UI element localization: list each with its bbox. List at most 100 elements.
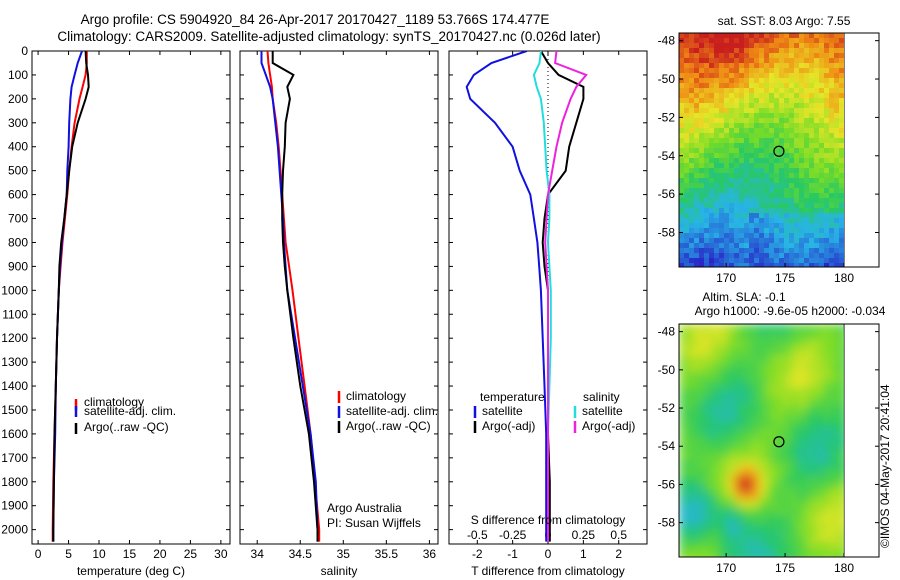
x-tick-label: 5 xyxy=(65,547,72,561)
imos-credit: ©IMOS 04-May-2017 20:41:04 xyxy=(878,384,892,548)
map-lat-label: -56 xyxy=(658,477,676,491)
depth-tick-label: 400 xyxy=(8,140,28,154)
depth-tick-label: 100 xyxy=(8,68,28,82)
map-lon-label: 170 xyxy=(716,561,736,575)
map-lat-label: -50 xyxy=(658,363,676,377)
salinity-legend: climatology satellite-adj. clim. Argo(..… xyxy=(327,389,438,530)
depth-tick-label: 200 xyxy=(8,92,28,106)
sla-map-frame xyxy=(678,323,880,558)
legend-label: Argo(..raw -QC) xyxy=(346,419,431,433)
legend-label: satellite-adj. clim. xyxy=(346,404,438,418)
map-lat-label: -58 xyxy=(658,225,676,239)
map-lat-label: -58 xyxy=(658,516,676,530)
s-diff-tick-label: 0.5 xyxy=(610,528,627,542)
x-tick-label: 34 xyxy=(251,547,265,561)
figure-subtitle: Climatology: CARS2009. Satellite-adjuste… xyxy=(57,29,601,44)
series-line-argo-raw-qc xyxy=(52,51,90,542)
map-lat-label: -48 xyxy=(658,34,676,48)
x-tick-label: -1 xyxy=(507,547,518,561)
depth-tick-label: 600 xyxy=(8,188,28,202)
depth-tick-label: 0 xyxy=(21,44,28,58)
legend-label: satellite xyxy=(482,404,523,418)
depth-tick-label: 1400 xyxy=(1,379,28,393)
argo-float-marker xyxy=(773,145,785,157)
map-lat-label: -56 xyxy=(658,187,676,201)
difference-legend: temperature satellite Argo(-adj) salinit… xyxy=(473,390,635,433)
legend-heading-temperature: temperature xyxy=(480,390,545,404)
sla-map xyxy=(678,323,845,558)
s-diff-tick-label: -0.25 xyxy=(499,528,527,542)
legend-label: Argo(..raw -QC) xyxy=(84,420,169,434)
s-diff-tick-label: -0.5 xyxy=(467,528,488,542)
sla-map-subtitle: Argo h1000: -9.6e-05 h2000: -0.034 xyxy=(695,304,886,318)
map-lat-label: -54 xyxy=(658,149,676,163)
map-lon-label: 180 xyxy=(834,271,854,285)
s-diff-tick-label: 0.25 xyxy=(572,528,596,542)
depth-tick-label: 1200 xyxy=(1,331,28,345)
depth-tick-label: 700 xyxy=(8,212,28,226)
s-difference-axis-label: S difference from climatology xyxy=(471,513,626,527)
legend-label: Argo(-adj) xyxy=(582,419,635,433)
depth-tick-label: 300 xyxy=(8,116,28,130)
float-pi-label: PI: Susan Wijffels xyxy=(327,516,421,530)
sst-map-frame xyxy=(678,32,880,268)
x-tick-label: 15 xyxy=(123,547,137,561)
legend-label: satellite-adj. clim. xyxy=(84,404,176,418)
series-line-salinity-argo-adj xyxy=(544,51,588,542)
map-lat-label: -48 xyxy=(658,325,676,339)
legend-label: Argo(-adj) xyxy=(482,419,535,433)
depth-tick-label: 1100 xyxy=(2,307,28,321)
legend-label: climatology xyxy=(346,389,406,403)
figure-title: Argo profile: CS 5904920_84 26-Apr-2017 … xyxy=(80,12,550,27)
x-tick-label: 1 xyxy=(580,547,587,561)
x-tick-label: 0 xyxy=(545,547,552,561)
sst-map-title: sat. SST: 8.03 Argo: 7.55 xyxy=(718,14,851,28)
map-lon-label: 175 xyxy=(775,271,795,285)
salinity-panel-frame xyxy=(239,50,439,545)
map-lon-label: 170 xyxy=(716,271,736,285)
map-lat-label: -50 xyxy=(658,72,676,86)
legend-label: climatology xyxy=(84,395,144,409)
x-tick-label: 2 xyxy=(615,547,622,561)
x-tick-label: 34.5 xyxy=(289,547,313,561)
map-lon-label: 175 xyxy=(775,561,795,575)
x-tick-label: 36 xyxy=(423,547,437,561)
x-tick-label: 30 xyxy=(214,547,228,561)
depth-tick-label: 800 xyxy=(8,235,28,249)
temperature-axis-label: temperature (deg C) xyxy=(77,564,185,578)
depth-tick-label: 2000 xyxy=(1,523,28,537)
sst-map xyxy=(678,32,845,268)
x-tick-label: 25 xyxy=(184,547,198,561)
temperature-panel-frame xyxy=(31,50,231,545)
float-operator-label: Argo Australia xyxy=(327,501,402,515)
legend-label: satellite xyxy=(582,404,623,418)
depth-tick-label: 1900 xyxy=(1,499,28,513)
depth-tick-label: 900 xyxy=(8,259,28,273)
legend-heading-salinity: salinity xyxy=(583,390,620,404)
map-lat-label: -54 xyxy=(658,439,676,453)
salinity-axis-label: salinity xyxy=(321,564,358,578)
depth-tick-label: 1000 xyxy=(1,283,28,297)
series-line-argo-raw-qc xyxy=(271,51,319,542)
x-tick-label: -2 xyxy=(472,547,483,561)
depth-tick-label: 1300 xyxy=(1,355,28,369)
depth-tick-label: 500 xyxy=(8,164,28,178)
depth-tick-label: 1700 xyxy=(1,451,28,465)
temperature-legend: climatology satellite-adj. clim. Argo(..… xyxy=(74,395,176,434)
x-tick-label: 0 xyxy=(35,547,42,561)
argo-float-marker xyxy=(773,436,785,448)
x-tick-label: 35.5 xyxy=(375,547,399,561)
depth-tick-label: 1500 xyxy=(1,403,28,417)
map-lon-label: 180 xyxy=(834,561,854,575)
depth-tick-label: 1800 xyxy=(1,475,28,489)
x-tick-label: 10 xyxy=(92,547,106,561)
t-difference-axis-label: T difference from climatology xyxy=(471,564,625,578)
x-tick-label: 20 xyxy=(153,547,167,561)
sla-map-title: Altim. SLA: -0.1 xyxy=(702,290,786,304)
x-tick-label: 35 xyxy=(337,547,351,561)
depth-tick-label: 1600 xyxy=(1,427,28,441)
map-lat-label: -52 xyxy=(658,110,676,124)
map-lat-label: -52 xyxy=(658,401,676,415)
series-line-temperature-satellite xyxy=(465,51,548,542)
